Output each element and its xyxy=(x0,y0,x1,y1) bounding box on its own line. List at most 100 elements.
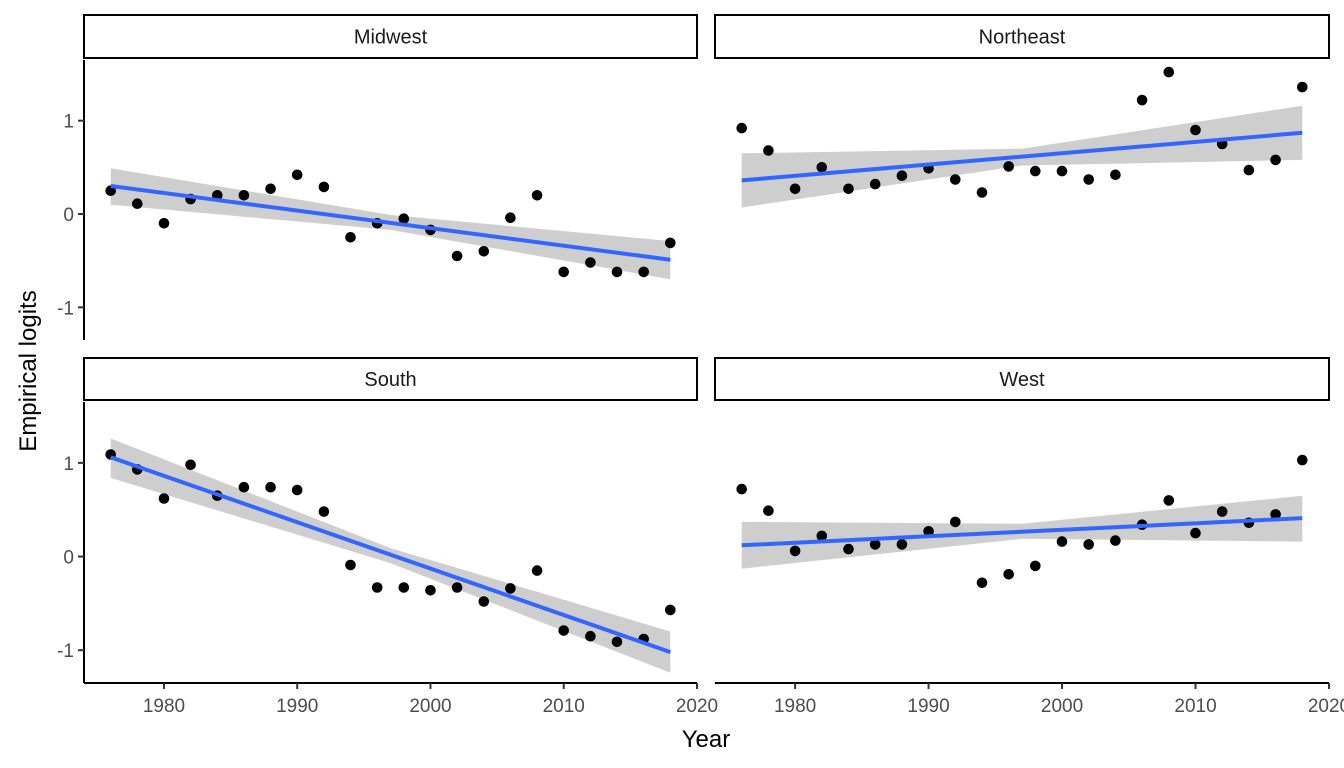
data-point-northeast xyxy=(869,178,881,190)
data-point-west xyxy=(976,577,988,589)
data-point-midwest xyxy=(238,190,250,201)
data-point-midwest xyxy=(158,218,170,229)
data-point-west xyxy=(1270,509,1281,520)
data-point-northeast xyxy=(1136,94,1148,106)
data-point-midwest xyxy=(611,266,623,278)
y-tick-label: 0 xyxy=(63,205,74,226)
data-point-south xyxy=(665,604,676,616)
data-point-west xyxy=(1216,506,1228,517)
data-point-west xyxy=(1297,454,1308,466)
data-point-midwest xyxy=(398,213,410,224)
data-point-northeast xyxy=(896,170,908,181)
strip-label-west: West xyxy=(999,369,1045,391)
data-point-northeast xyxy=(1270,154,1281,166)
y-tick-label: 1 xyxy=(63,112,74,133)
panel-northeast: Northeast xyxy=(714,14,1330,208)
data-point-south xyxy=(531,565,543,576)
data-point-west xyxy=(869,539,881,550)
data-point-west xyxy=(763,505,774,516)
fit-line-midwest xyxy=(110,184,671,262)
data-point-west xyxy=(923,526,934,537)
strip-label-northeast: Northeast xyxy=(979,27,1066,49)
x-tick-label: 2010 xyxy=(543,696,585,717)
data-point-northeast xyxy=(1083,174,1094,185)
x-tick-label: 1990 xyxy=(907,696,949,717)
x-tick-label: 2020 xyxy=(676,696,718,717)
data-point-west xyxy=(736,483,747,495)
data-point-midwest xyxy=(132,198,143,209)
data-point-south xyxy=(398,582,410,593)
data-point-west xyxy=(950,516,961,528)
data-point-south xyxy=(185,459,196,471)
strip-west xyxy=(714,357,1330,401)
fit-line-south xyxy=(109,455,672,654)
data-point-midwest xyxy=(665,237,676,249)
data-point-west xyxy=(1003,569,1014,580)
data-point-west xyxy=(789,545,801,557)
data-point-northeast xyxy=(1190,124,1201,136)
data-point-west xyxy=(1110,535,1121,546)
data-point-northeast xyxy=(843,183,854,195)
x-tick-label: 2010 xyxy=(1174,696,1216,717)
y-tick-label: -1 xyxy=(57,298,74,319)
data-point-south xyxy=(265,481,276,493)
strip-midwest xyxy=(83,14,698,59)
data-point-west xyxy=(816,530,828,542)
data-point-midwest xyxy=(265,183,276,195)
data-point-south xyxy=(478,596,490,607)
fit-line-west xyxy=(741,516,1303,548)
data-point-midwest xyxy=(345,232,356,243)
data-point-northeast xyxy=(763,145,774,156)
strip-label-midwest: Midwest xyxy=(354,27,428,49)
data-point-south xyxy=(425,585,436,596)
x-tick-label: 1980 xyxy=(143,696,185,717)
data-point-west xyxy=(1190,527,1201,539)
x-axis-title: Year xyxy=(682,726,731,753)
data-point-west xyxy=(1030,560,1041,572)
strip-northeast xyxy=(714,14,1330,59)
data-point-south xyxy=(318,506,330,517)
x-tick-label: 2020 xyxy=(1308,696,1344,717)
data-point-midwest xyxy=(291,169,303,181)
data-point-northeast xyxy=(816,162,828,173)
data-point-midwest xyxy=(318,181,330,193)
data-point-south xyxy=(371,582,383,593)
x-tick-label: 2000 xyxy=(1041,696,1083,717)
data-point-midwest xyxy=(585,257,596,268)
data-point-west xyxy=(1083,539,1094,550)
data-point-midwest xyxy=(451,250,463,262)
data-point-northeast xyxy=(789,183,801,195)
y-tick-label: 0 xyxy=(63,548,74,569)
y-axis-title: Empirical logits xyxy=(15,290,42,451)
y-tick-label: 1 xyxy=(63,454,74,475)
panel-midwest: Midwest -1 0 1 xyxy=(57,14,698,340)
data-point-south xyxy=(505,583,516,594)
data-point-northeast xyxy=(950,174,961,185)
data-point-west xyxy=(843,543,854,555)
data-point-west xyxy=(1056,536,1068,547)
data-point-south xyxy=(158,493,170,504)
y-tick-label: -1 xyxy=(57,641,74,662)
data-point-west xyxy=(1163,495,1175,506)
data-point-south xyxy=(345,559,356,571)
data-point-south xyxy=(585,630,596,642)
data-point-northeast xyxy=(1297,81,1308,93)
data-point-northeast xyxy=(736,122,747,134)
data-point-midwest xyxy=(478,246,490,257)
data-point-northeast xyxy=(976,187,988,198)
data-point-south xyxy=(238,481,250,493)
data-point-northeast xyxy=(1056,165,1068,177)
x-tick-label: 2000 xyxy=(409,696,451,717)
x-tick-label: 1990 xyxy=(276,696,318,717)
strip-south xyxy=(83,357,698,401)
data-point-northeast xyxy=(1110,169,1121,181)
data-point-midwest xyxy=(505,212,516,223)
data-point-midwest xyxy=(531,190,543,201)
panel-south: South -1 0 1 1980 1990 2000 2010 2020 xyxy=(57,357,718,717)
panels-layer: Midwest -1 0 1 Northeast South -1 0 1 1980 1990 200… xyxy=(57,14,1344,717)
fit-line-northeast xyxy=(741,130,1303,183)
data-point-northeast xyxy=(1003,161,1014,172)
data-point-south xyxy=(291,484,303,496)
data-point-south xyxy=(451,582,463,593)
